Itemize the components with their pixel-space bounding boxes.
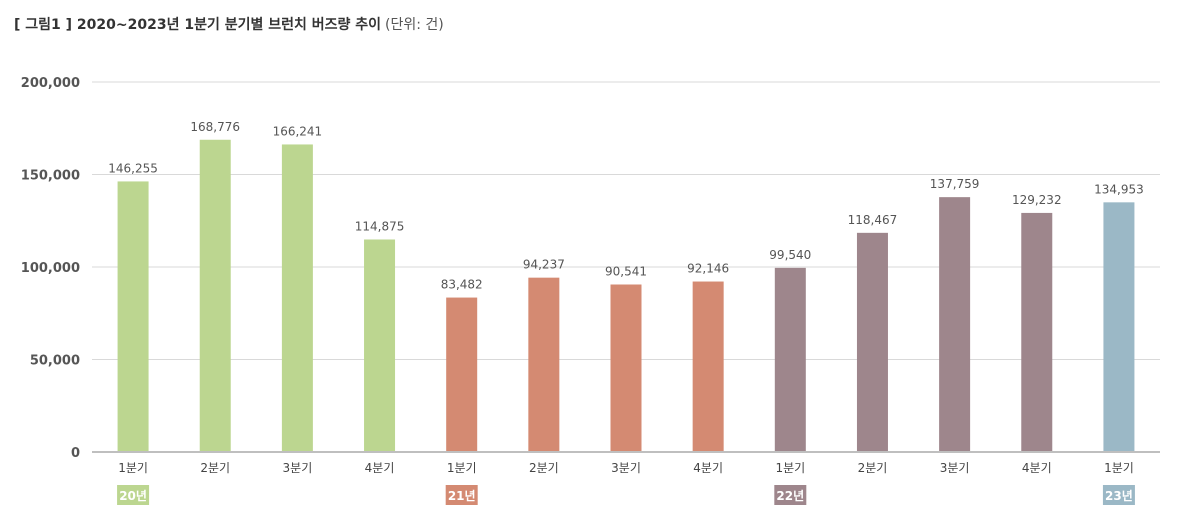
data-label: 114,875 — [355, 219, 405, 233]
x-tick-label: 4분기 — [365, 461, 395, 475]
x-tick-label: 3분기 — [611, 461, 641, 475]
x-tick-label: 1분기 — [1104, 461, 1134, 475]
bar — [939, 197, 971, 452]
year-badge-label: 22년 — [776, 489, 804, 503]
x-tick-label: 4분기 — [693, 461, 723, 475]
x-tick-label: 2분기 — [529, 461, 559, 475]
data-label: 166,241 — [273, 124, 323, 138]
data-label: 90,541 — [605, 264, 647, 278]
bar — [692, 281, 724, 452]
chart-unit: (단위: 건) — [385, 17, 444, 33]
year-badge — [117, 485, 150, 505]
bar — [364, 239, 396, 452]
y-tick-label: 150,000 — [21, 169, 80, 184]
x-tick-label: 3분기 — [940, 461, 970, 475]
data-label: 83,482 — [441, 278, 483, 292]
data-label: 134,953 — [1094, 182, 1144, 196]
data-label: 168,776 — [190, 120, 240, 134]
bar — [774, 267, 806, 452]
x-tick-label: 4분기 — [1022, 461, 1052, 475]
x-tick-label: 2분기 — [200, 461, 230, 475]
y-tick-label: 50,000 — [30, 354, 80, 369]
year-badge-label: 23년 — [1105, 489, 1133, 503]
bar — [199, 139, 231, 452]
chart-title-text: [ 그림1 ] 2020~2023년 1분기 분기별 브런치 버즈량 추이 — [14, 17, 382, 33]
x-tick-label: 1분기 — [118, 461, 148, 475]
bar — [610, 284, 642, 452]
data-label: 94,237 — [523, 258, 565, 272]
data-label: 146,255 — [108, 161, 158, 175]
y-tick-label: 200,000 — [21, 76, 80, 91]
y-tick-label: 100,000 — [21, 261, 80, 276]
bar — [446, 297, 478, 452]
bar — [1021, 212, 1053, 452]
x-tick-label: 1분기 — [775, 461, 805, 475]
year-badge-label: 21년 — [448, 489, 476, 503]
x-tick-label: 3분기 — [283, 461, 313, 475]
year-badge — [1102, 485, 1135, 505]
x-tick-label: 2분기 — [858, 461, 888, 475]
bar — [856, 232, 888, 452]
data-label: 129,232 — [1012, 193, 1062, 207]
data-label: 92,146 — [687, 262, 729, 276]
data-label: 99,540 — [769, 248, 811, 262]
year-badge — [445, 485, 478, 505]
bar — [281, 144, 313, 452]
bar — [528, 277, 560, 452]
bar — [117, 181, 149, 452]
chart-title: [ 그림1 ] 2020~2023년 1분기 분기별 브런치 버즈량 추이 (단위… — [14, 14, 444, 34]
year-badge-label: 20년 — [119, 489, 147, 503]
data-label: 118,467 — [848, 213, 898, 227]
bar — [1103, 202, 1135, 452]
year-badge — [774, 485, 807, 505]
data-label: 137,759 — [930, 177, 980, 191]
x-tick-label: 1분기 — [447, 461, 477, 475]
y-tick-label: 0 — [71, 446, 80, 461]
